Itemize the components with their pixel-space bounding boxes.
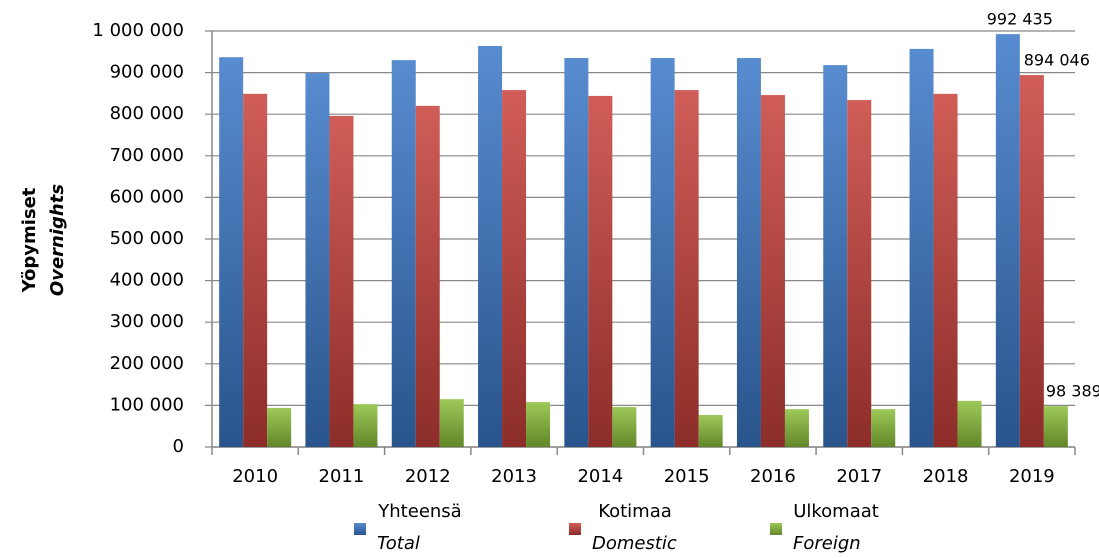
bar bbox=[784, 409, 809, 447]
x-tick-label: 2015 bbox=[664, 466, 710, 487]
y-tick-label: 300 000 bbox=[110, 311, 184, 332]
legend-label-en: Foreign bbox=[793, 533, 861, 554]
bar bbox=[995, 34, 1020, 448]
legend-label: Yhteensä bbox=[377, 501, 461, 522]
x-tick-label: 2017 bbox=[836, 466, 882, 487]
y-tick-label: 400 000 bbox=[110, 270, 184, 291]
data-label: 98 389 bbox=[1046, 382, 1099, 401]
legend-marker bbox=[770, 523, 782, 535]
bar bbox=[909, 48, 934, 447]
bar bbox=[933, 93, 958, 447]
bar bbox=[1019, 75, 1044, 447]
bar bbox=[243, 93, 268, 447]
legend-label: Ulkomaat bbox=[793, 501, 879, 522]
y-tick-label: 500 000 bbox=[110, 228, 184, 249]
bar bbox=[1043, 406, 1068, 447]
bar bbox=[650, 58, 675, 447]
y-tick-label: 800 000 bbox=[110, 103, 184, 124]
y-tick-label: 900 000 bbox=[110, 62, 184, 83]
bar bbox=[698, 414, 723, 447]
x-tick-label: 2012 bbox=[405, 466, 451, 487]
bar bbox=[439, 399, 464, 447]
data-label: 894 046 bbox=[1024, 51, 1090, 70]
bar bbox=[847, 100, 872, 447]
legend-label: Kotimaa bbox=[598, 501, 672, 522]
x-tick-label: 2019 bbox=[1009, 466, 1055, 487]
bar bbox=[564, 58, 589, 447]
bar bbox=[612, 407, 637, 447]
bar bbox=[736, 58, 761, 447]
bar bbox=[502, 90, 527, 448]
bar bbox=[267, 407, 292, 447]
bar bbox=[478, 45, 503, 447]
x-tick-label: 2016 bbox=[750, 466, 796, 487]
y-axis-title: Yöpymiset Overnights bbox=[19, 184, 68, 296]
y-tick-label: 100 000 bbox=[110, 394, 184, 415]
legend-marker bbox=[354, 523, 366, 535]
x-tick-label: 2014 bbox=[577, 466, 623, 487]
y-label: Yöpymiset bbox=[19, 187, 40, 293]
bar bbox=[219, 57, 244, 447]
x-tick-label: 2013 bbox=[491, 466, 537, 487]
bar bbox=[674, 90, 699, 448]
bar bbox=[957, 400, 982, 447]
bar bbox=[760, 95, 785, 448]
y-label-en: Overnights bbox=[47, 184, 68, 296]
legend-label-en: Total bbox=[377, 533, 420, 554]
x-tick-label: 2011 bbox=[319, 466, 365, 487]
bar bbox=[329, 115, 354, 447]
bar bbox=[391, 60, 416, 448]
bar bbox=[526, 402, 551, 447]
bar bbox=[823, 65, 848, 447]
y-tick-label: 200 000 bbox=[110, 353, 184, 374]
data-label: 992 435 bbox=[987, 10, 1053, 29]
y-tick-label: 0 bbox=[173, 436, 184, 457]
bar bbox=[305, 73, 330, 448]
y-tick-label: 600 000 bbox=[110, 186, 184, 207]
bar bbox=[588, 95, 613, 448]
legend-label-en: Domestic bbox=[592, 533, 677, 554]
x-tick-label: 2018 bbox=[923, 466, 969, 487]
legend-marker bbox=[569, 523, 581, 535]
bar bbox=[353, 404, 378, 447]
y-tick-label: 1 000 000 bbox=[92, 20, 184, 41]
bar bbox=[415, 105, 440, 447]
bar bbox=[871, 409, 896, 447]
x-tick-label: 2010 bbox=[232, 466, 278, 487]
y-tick-label: 700 000 bbox=[110, 145, 184, 166]
